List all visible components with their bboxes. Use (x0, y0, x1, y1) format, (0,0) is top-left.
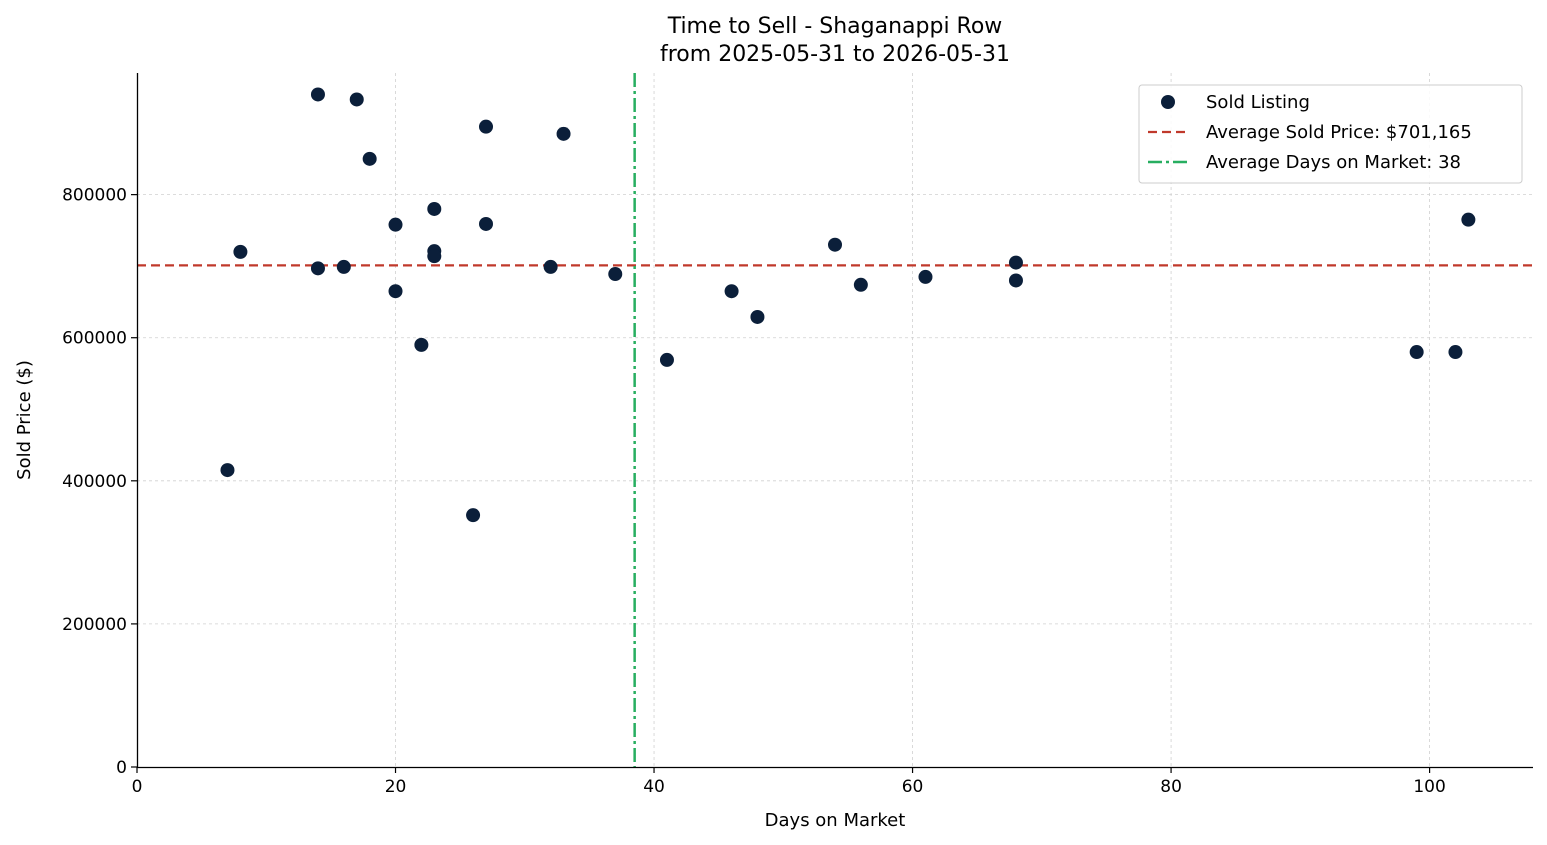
x-tick-label: 60 (902, 777, 924, 797)
data-point (466, 508, 481, 523)
data-point (1461, 212, 1476, 227)
data-point (388, 217, 403, 232)
data-point (362, 151, 377, 166)
legend-label: Average Sold Price: $701,165 (1206, 122, 1472, 143)
data-point (479, 216, 493, 231)
y-tick-label: 600000 (62, 329, 127, 349)
data-point (543, 259, 558, 274)
data-point (336, 259, 351, 274)
legend-marker (1161, 95, 1175, 109)
data-point (414, 337, 429, 352)
chart-subtitle: from 2025-05-31 to 2026-05-31 (660, 42, 1010, 67)
data-point (853, 277, 868, 292)
data-point (220, 463, 235, 478)
legend-label: Average Days on Market: 38 (1206, 152, 1461, 173)
reference-lines (137, 73, 1533, 767)
x-tick-label: 0 (132, 777, 143, 797)
data-point (1008, 255, 1023, 270)
chart-title: Time to Sell - Shaganappi Row (667, 14, 1003, 39)
data-point (1409, 345, 1424, 360)
data-point (659, 352, 674, 367)
y-tick-label: 400000 (62, 472, 127, 492)
data-point (1448, 345, 1463, 360)
data-point (750, 309, 765, 324)
x-tick-label: 40 (643, 777, 665, 797)
data-point (918, 269, 933, 284)
y-tick-label: 0 (116, 758, 127, 778)
legend: Sold Listing Average Sold Price: $701,165… (1138, 84, 1523, 184)
y-tick-label: 200000 (62, 615, 127, 635)
y-axis-label: Sold Price ($) (14, 360, 35, 480)
data-point (427, 201, 442, 216)
x-axis-ticks: 0 20 40 60 80 100 (132, 767, 1446, 797)
data-points (220, 87, 1476, 523)
data-point (828, 237, 842, 252)
data-point (388, 284, 403, 299)
data-point (556, 126, 571, 141)
x-tick-label: 20 (385, 777, 407, 797)
x-tick-label: 80 (1160, 777, 1182, 797)
y-tick-label: 800000 (62, 186, 127, 206)
data-point (310, 87, 325, 102)
data-point (427, 249, 442, 264)
data-point (724, 284, 739, 299)
data-point (233, 244, 248, 259)
data-point (1008, 273, 1023, 288)
legend-label: Sold Listing (1206, 92, 1310, 113)
data-point (479, 119, 493, 134)
data-point (349, 92, 364, 107)
x-tick-label: 100 (1413, 777, 1445, 797)
data-point (310, 261, 325, 276)
y-axis-ticks: 0 200000 400000 600000 800000 (62, 186, 137, 778)
grid-lines (137, 73, 1533, 767)
legend-box (1138, 84, 1523, 184)
data-point (608, 267, 623, 282)
x-axis-label: Days on Market (765, 810, 906, 831)
